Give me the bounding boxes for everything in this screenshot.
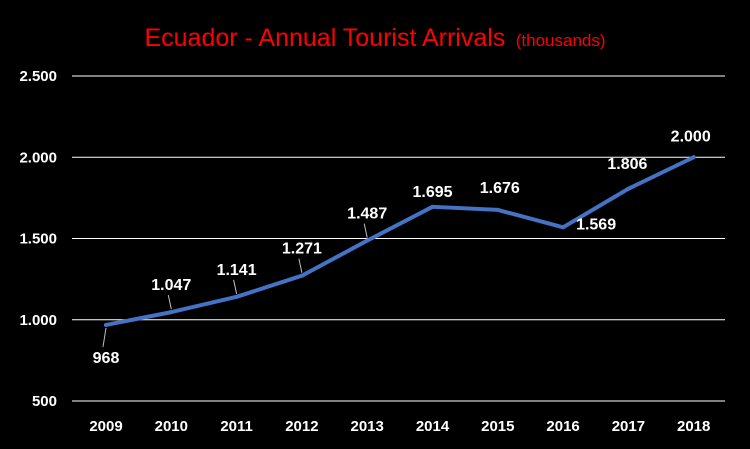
- data-label-leader: [167, 295, 172, 310]
- x-tick-label: 2011: [220, 418, 253, 435]
- data-label-leader: [102, 327, 107, 348]
- data-label: 1.806: [607, 156, 647, 173]
- x-tick-label: 2018: [677, 418, 710, 435]
- data-label: 1.487: [347, 206, 387, 223]
- x-tick-label: 2012: [285, 418, 318, 435]
- data-label-leader: [363, 223, 368, 238]
- series-layer: [104, 155, 696, 327]
- chart-title: Ecuador - Annual Tourist Arrivals (thous…: [144, 24, 605, 52]
- series-line: [104, 155, 696, 327]
- data-point: [299, 273, 304, 278]
- data-label: 1.271: [282, 241, 322, 258]
- data-label-leader: [298, 258, 303, 273]
- data-label: 1.676: [480, 180, 520, 197]
- data-label: 1.569: [576, 216, 616, 233]
- data-label-leader: [233, 279, 238, 294]
- x-tick-label: 2015: [481, 418, 514, 435]
- y-tick-label: 2.000: [19, 149, 57, 166]
- data-point: [104, 322, 108, 327]
- x-tick-label: 2017: [612, 418, 645, 435]
- data-point: [430, 204, 435, 209]
- x-tick-label: 2016: [546, 418, 579, 435]
- data-labels: 968 1.047 1.141 1.271 1.487 1.695 1.676 1.569 1.…: [93, 128, 711, 367]
- data-point: [691, 155, 696, 160]
- data-point: [169, 310, 174, 315]
- data-label: 1.047: [151, 277, 191, 294]
- data-label: 968: [93, 350, 120, 367]
- y-tick-label: 1.000: [19, 312, 57, 329]
- y-tick-label: 1.500: [19, 231, 57, 248]
- x-axis-ticks: 2009 2010 2011 2012 2013 2014 2015 2016 2017 2018: [89, 418, 710, 435]
- data-label: 1.141: [217, 262, 257, 279]
- y-tick-label: 500: [32, 393, 57, 410]
- x-tick-label: 2009: [89, 418, 122, 435]
- x-tick-label: 2014: [416, 418, 450, 435]
- chart-title-subtitle: (thousands): [516, 31, 606, 50]
- data-point: [495, 207, 500, 212]
- data-point: [365, 238, 370, 243]
- gridlines: [72, 75, 725, 402]
- data-point: [561, 225, 566, 230]
- data-label: 1.695: [412, 184, 452, 201]
- data-point: [234, 294, 239, 299]
- chart-title-main: Ecuador - Annual Tourist Arrivals: [144, 24, 505, 52]
- y-tick-label: 2.500: [19, 68, 57, 85]
- x-tick-label: 2013: [351, 418, 384, 435]
- y-axis-ticks: 2.500 2.000 1.500 1.000 500: [19, 68, 57, 410]
- x-tick-label: 2010: [155, 418, 188, 435]
- data-point: [626, 186, 631, 191]
- data-label: 2.000: [671, 128, 711, 145]
